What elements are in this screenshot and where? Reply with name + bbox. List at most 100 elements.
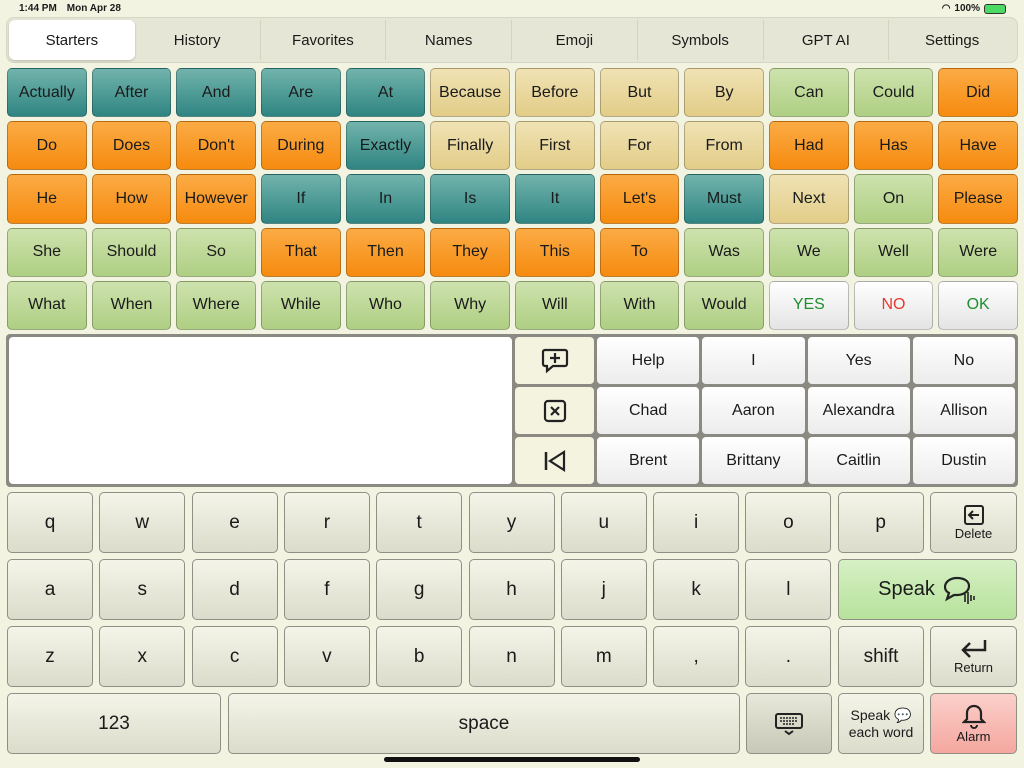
phrase-button[interactable]: Dustin [912,437,1015,484]
word-button[interactable]: Should [91,227,172,277]
key[interactable]: d [191,559,278,620]
phrase-button[interactable]: Help [597,337,700,384]
word-button[interactable]: Is [430,174,510,224]
phrase-button[interactable]: Brent [597,437,700,484]
word-button[interactable]: She [7,227,87,277]
key[interactable]: b [376,626,463,687]
clear-button[interactable] [515,387,594,434]
phrase-button[interactable]: Yes [807,337,910,384]
word-button[interactable]: And [176,68,256,118]
word-button[interactable]: Will [514,280,595,330]
word-button[interactable]: Next [768,174,849,224]
phrase-button[interactable]: Alexandra [807,387,910,434]
key[interactable]: e [191,492,278,553]
word-button[interactable]: To [599,227,680,277]
word-button[interactable]: In [345,174,426,224]
tab-emoji[interactable]: Emoji [512,20,638,60]
phrase-button[interactable]: Allison [912,387,1015,434]
return-key[interactable]: Return [930,626,1017,687]
key[interactable]: h [468,559,555,620]
word-button[interactable]: By [684,68,764,118]
key[interactable]: u [560,492,647,553]
word-button[interactable]: Finally [430,121,510,171]
word-button[interactable]: After [91,68,172,118]
word-button[interactable]: But [599,68,680,118]
word-button[interactable]: Would [684,280,764,330]
word-button[interactable]: First [514,121,595,171]
tab-history[interactable]: History [135,20,261,60]
key[interactable]: z [7,626,93,687]
word-button[interactable]: With [599,280,680,330]
word-button[interactable]: During [260,121,341,171]
word-button[interactable]: However [176,174,256,224]
speak-key[interactable]: Speak [838,559,1017,620]
word-button[interactable]: Has [853,121,934,171]
word-button[interactable]: Are [260,68,341,118]
key[interactable]: q [7,492,93,553]
word-button[interactable]: Actually [7,68,87,118]
shift-key[interactable]: shift [838,626,924,687]
tab-starters[interactable]: Starters [9,20,135,60]
word-button[interactable]: So [176,227,256,277]
word-button[interactable]: What [7,280,87,330]
key[interactable]: v [283,626,370,687]
back-to-start-button[interactable] [515,437,594,484]
word-button[interactable]: Have [938,121,1018,171]
hide-keyboard-key[interactable] [746,693,832,754]
word-button[interactable]: Were [938,227,1018,277]
word-button[interactable]: On [853,174,934,224]
numbers-key[interactable]: 123 [7,693,221,754]
key[interactable]: w [99,492,186,553]
key[interactable]: k [653,559,740,620]
key[interactable]: i [653,492,740,553]
word-button[interactable]: Does [91,121,172,171]
message-text-area[interactable] [9,337,512,484]
word-button[interactable]: Because [430,68,510,118]
word-button[interactable]: NO [853,280,934,330]
word-button[interactable]: Then [345,227,426,277]
phrase-button[interactable]: Chad [597,387,700,434]
word-button[interactable]: Must [684,174,764,224]
key[interactable]: r [283,492,370,553]
phrase-button[interactable]: Caitlin [807,437,910,484]
alarm-key[interactable]: Alarm [930,693,1017,754]
word-button[interactable]: If [260,174,341,224]
phrase-button[interactable]: Aaron [702,387,805,434]
word-button[interactable]: Had [768,121,849,171]
tab-favorites[interactable]: Favorites [261,20,387,60]
word-button[interactable]: Well [853,227,934,277]
word-button[interactable]: Where [176,280,256,330]
key[interactable]: n [468,626,555,687]
word-button[interactable]: OK [938,280,1018,330]
word-button[interactable]: We [768,227,849,277]
space-key[interactable]: space [228,693,740,754]
tab-gpt-ai[interactable]: GPT AI [764,20,890,60]
key[interactable]: m [560,626,647,687]
word-button[interactable]: Was [684,227,764,277]
word-button[interactable]: How [91,174,172,224]
speak-each-word-key[interactable]: Speak 💬 each word [838,693,924,754]
word-button[interactable]: Can [768,68,849,118]
word-button[interactable]: From [684,121,764,171]
tab-settings[interactable]: Settings [925,31,980,49]
word-button[interactable]: At [345,68,426,118]
word-button[interactable]: While [260,280,341,330]
phrase-button[interactable]: Brittany [702,437,805,484]
word-button[interactable]: Did [938,68,1018,118]
add-phrase-button[interactable] [515,337,594,384]
word-button[interactable]: For [599,121,680,171]
tab-names[interactable]: Names [386,20,512,60]
key[interactable]: c [191,626,278,687]
tab-symbols[interactable]: Symbols [638,20,764,60]
word-button[interactable]: Could [853,68,934,118]
key[interactable]: a [7,559,93,620]
word-button[interactable]: Let's [599,174,680,224]
word-button[interactable]: Please [938,174,1018,224]
key[interactable]: g [376,559,463,620]
key[interactable]: , [653,626,740,687]
word-button[interactable]: Why [430,280,510,330]
delete-key[interactable]: Delete [930,492,1017,553]
word-button[interactable]: Before [514,68,595,118]
word-button[interactable]: Do [7,121,87,171]
key[interactable]: s [99,559,186,620]
